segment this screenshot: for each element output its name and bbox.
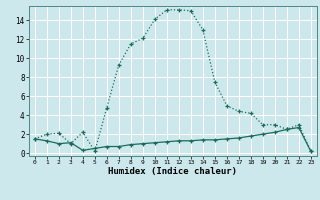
X-axis label: Humidex (Indice chaleur): Humidex (Indice chaleur) (108, 167, 237, 176)
